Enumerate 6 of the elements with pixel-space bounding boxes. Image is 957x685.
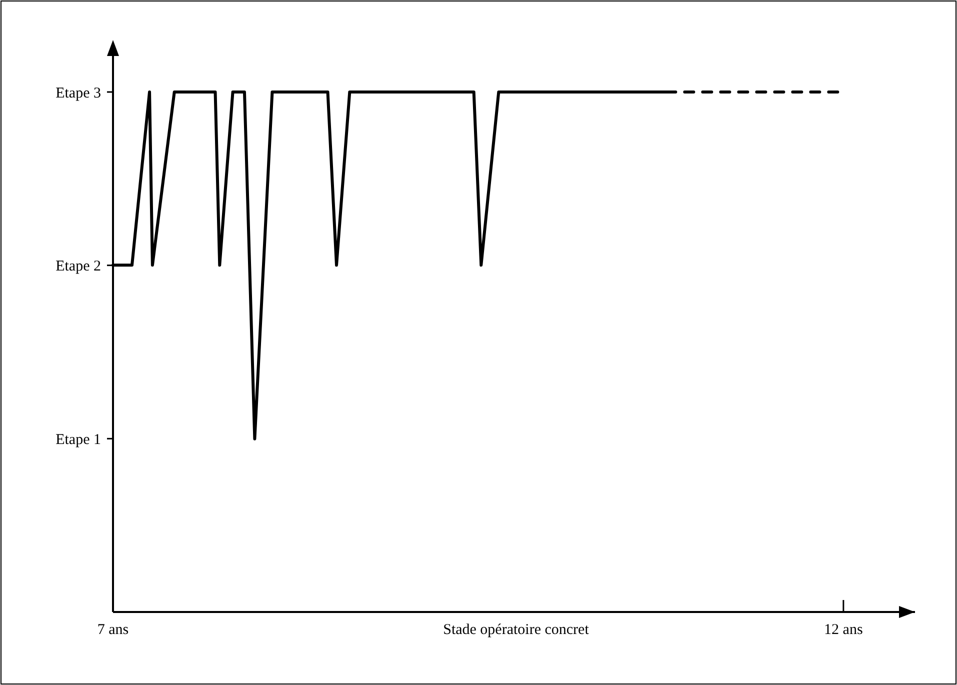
text: Etape 2	[56, 258, 101, 275]
x-tick-label: 12 ans	[824, 622, 863, 638]
x-tick-label: 7 ans	[97, 622, 129, 638]
text: Etape 1	[56, 432, 101, 448]
x-axis-title: Stade opératoire concret	[443, 622, 590, 638]
text: Etape 3	[56, 85, 101, 102]
